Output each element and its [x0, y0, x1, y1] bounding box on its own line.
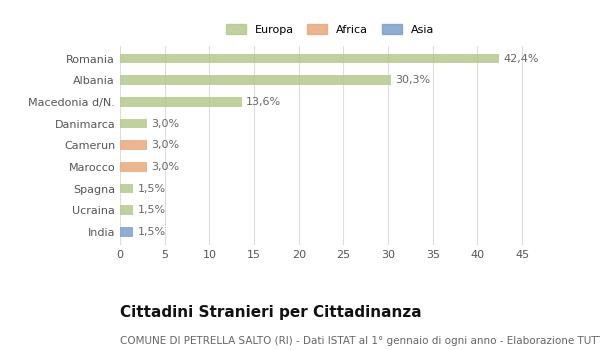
Bar [120, 162, 147, 172]
Text: 30,3%: 30,3% [395, 75, 430, 85]
Bar [120, 227, 133, 237]
Bar [120, 119, 147, 128]
Text: 1,5%: 1,5% [138, 227, 166, 237]
Text: COMUNE DI PETRELLA SALTO (RI) - Dati ISTAT al 1° gennaio di ogni anno - Elaboraz: COMUNE DI PETRELLA SALTO (RI) - Dati IST… [120, 336, 600, 346]
Bar [120, 140, 147, 150]
Text: 42,4%: 42,4% [503, 54, 539, 63]
Text: Cittadini Stranieri per Cittadinanza: Cittadini Stranieri per Cittadinanza [120, 304, 422, 320]
Text: 1,5%: 1,5% [138, 184, 166, 194]
Text: 1,5%: 1,5% [138, 205, 166, 215]
Bar [120, 54, 499, 63]
Legend: Europa, Africa, Asia: Europa, Africa, Asia [223, 21, 437, 38]
Bar [120, 97, 242, 107]
Text: 3,0%: 3,0% [151, 119, 179, 128]
Text: 3,0%: 3,0% [151, 162, 179, 172]
Bar [120, 205, 133, 215]
Bar [120, 184, 133, 194]
Text: 3,0%: 3,0% [151, 140, 179, 150]
Text: 13,6%: 13,6% [246, 97, 281, 107]
Bar [120, 75, 391, 85]
